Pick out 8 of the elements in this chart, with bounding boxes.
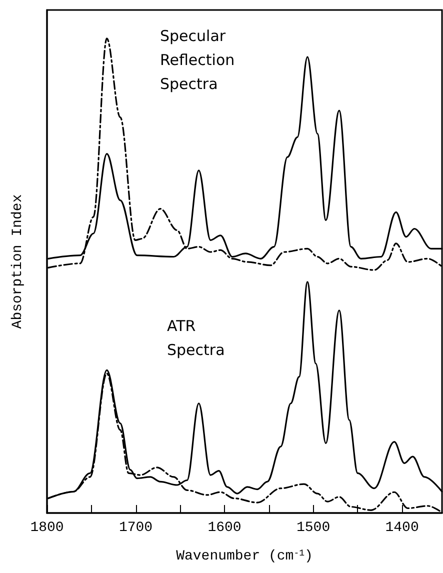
x-tick-label: 1400 (385, 520, 419, 536)
y-axis-title: Absorption Index (10, 194, 26, 329)
annotation: ATR Spectra (167, 317, 225, 359)
x-tick-label: 1500 (296, 520, 330, 536)
x-tick-label: 1600 (208, 520, 242, 536)
x-tick-label: 1800 (30, 520, 64, 536)
annotation: Specular Reflection Spectra (160, 27, 235, 93)
x-tick-label: 1700 (118, 520, 153, 536)
